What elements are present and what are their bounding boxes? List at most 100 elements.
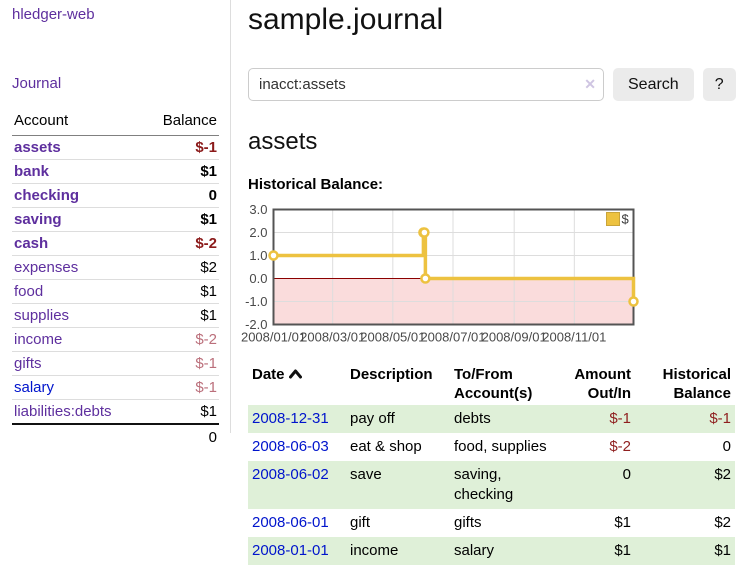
account-balance: $-1 <box>195 379 217 396</box>
transaction-balance: $2 <box>714 466 731 483</box>
transactions-rows: 2008-12-31 pay off debts $-1 $-1 2008-06-03 ea… <box>248 405 735 565</box>
account-row: bank $1 <box>12 159 219 184</box>
account-row: gifts $-1 <box>12 351 219 376</box>
transaction-date-link[interactable]: 2008-06-02 <box>252 466 329 483</box>
transaction-amount: $-1 <box>609 410 631 427</box>
transaction-date-link[interactable]: 2008-12-31 <box>252 410 329 427</box>
transaction-accounts: saving, checking <box>454 466 514 503</box>
search-input[interactable] <box>248 68 604 101</box>
account-link-saving[interactable]: saving <box>14 211 62 228</box>
accounts-column-header: To/From Account(s) <box>454 366 533 402</box>
account-link-income[interactable]: income <box>14 331 63 348</box>
transaction-balance: $2 <box>714 514 731 531</box>
x-tick-label: 2008/09/01 <box>482 330 547 345</box>
amount-column-header: Amount Out/In <box>574 366 631 402</box>
account-link-supplies[interactable]: supplies <box>14 307 70 324</box>
clear-search-icon[interactable]: ✕ <box>584 76 596 92</box>
transaction-description: gift <box>350 514 371 531</box>
account-link-bank[interactable]: bank <box>14 163 50 180</box>
account-link-cash[interactable]: cash <box>14 235 49 252</box>
description-column-header: Description <box>350 366 433 383</box>
transaction-amount: $1 <box>614 514 631 531</box>
transaction-accounts: gifts <box>454 514 482 531</box>
search-button[interactable]: Search <box>613 68 694 101</box>
account-balance: $-2 <box>195 331 217 348</box>
sort-ascending-icon <box>288 365 302 384</box>
y-tick-label: 3.0 <box>249 202 267 217</box>
account-row: food $1 <box>12 279 219 304</box>
sidebar-account-table: Account Balance assets $-1 bank $1 checking 0… <box>12 108 219 449</box>
transaction-row: 2008-06-02 save saving, checking 0 $2 <box>248 461 735 509</box>
account-total-row: 0 <box>12 423 219 449</box>
search-input-wrapper: ✕ <box>248 68 604 101</box>
transaction-amount: $-2 <box>609 438 631 455</box>
transaction-accounts: food, supplies <box>454 438 547 455</box>
account-link-assets[interactable]: assets <box>14 139 61 156</box>
transaction-date-link[interactable]: 2008-06-01 <box>252 514 329 531</box>
transaction-accounts: debts <box>454 410 491 427</box>
account-balance: $2 <box>200 259 217 276</box>
legend-swatch <box>606 212 620 226</box>
account-row: expenses $2 <box>12 255 219 280</box>
transaction-row: 2008-06-01 gift gifts $1 $2 <box>248 509 735 537</box>
y-tick-label: 0.0 <box>249 271 267 286</box>
balance-column-header-txn: Historical Balance <box>662 366 731 402</box>
data-point-marker <box>420 273 431 284</box>
historical-balance-label: Historical Balance: <box>248 176 384 193</box>
x-tick-label: 2008/01/01 <box>241 330 306 345</box>
transaction-balance: $-1 <box>709 410 731 427</box>
sidebar-item-journal[interactable]: Journal <box>12 75 62 92</box>
account-balance: $1 <box>200 307 217 324</box>
app-title-link[interactable]: hledger-web <box>12 6 95 23</box>
transaction-balance: $1 <box>714 542 731 559</box>
page-title: sample.journal <box>248 3 444 36</box>
account-link-salary[interactable]: salary <box>14 379 55 396</box>
account-row: checking 0 <box>12 183 219 208</box>
y-tick-label: 2.0 <box>249 225 267 240</box>
account-link-expenses[interactable]: expenses <box>14 259 79 276</box>
transaction-description: eat & shop <box>350 438 422 455</box>
sidebar: hledger-web Journal Account Balance asse… <box>12 6 219 449</box>
help-button[interactable]: ? <box>702 68 736 101</box>
x-tick-label: 2008/03/01 <box>300 330 365 345</box>
main-content: sample.journal ✕ Search ? assets Histori… <box>241 0 738 565</box>
account-balance: $1 <box>200 403 217 420</box>
transaction-amount: 0 <box>622 466 631 483</box>
y-tick-label: 1.0 <box>249 248 267 263</box>
transaction-row: 2008-01-01 income salary $1 $1 <box>248 537 735 565</box>
chart-svg: 3.0 2.0 1.0 0.0 -1.0 -2.02008/01/012008/03/01… <box>241 202 639 345</box>
y-tick-label: -1.0 <box>245 294 267 309</box>
transaction-description: save <box>350 466 382 483</box>
account-link-liabilities-debts[interactable]: liabilities:debts <box>14 403 112 420</box>
transaction-row: 2008-06-03 eat & shop food, supplies $-2 0 <box>248 433 735 461</box>
y-tick-label: -2.0 <box>245 317 267 332</box>
account-row: assets $-1 <box>12 136 219 160</box>
transaction-date-link[interactable]: 2008-06-03 <box>252 438 329 455</box>
account-link-gifts[interactable]: gifts <box>14 355 42 372</box>
date-column-header[interactable]: Date <box>248 363 346 405</box>
account-balance: $-1 <box>195 355 217 372</box>
transaction-date-link[interactable]: 2008-01-01 <box>252 542 329 559</box>
data-point-marker <box>419 227 430 238</box>
account-row: liabilities:debts $1 <box>12 399 219 425</box>
account-link-food[interactable]: food <box>14 283 44 300</box>
legend-label: $ <box>622 212 630 227</box>
account-rows: assets $-1 bank $1 checking 0 saving $1 cash $-2 e… <box>12 136 219 425</box>
date-header-label: Date <box>252 366 285 383</box>
account-row: cash $-2 <box>12 231 219 256</box>
account-heading: assets <box>248 128 318 155</box>
data-point-marker <box>628 296 639 307</box>
account-balance: $1 <box>200 211 217 228</box>
historical-balance-chart: 3.0 2.0 1.0 0.0 -1.0 -2.0 2008/01/01 2008/03/01… <box>241 201 725 353</box>
transactions-header-row: Date Description To/From Account(s) Amou… <box>248 363 735 405</box>
account-row: salary $-1 <box>12 375 219 400</box>
account-link-checking[interactable]: checking <box>14 187 80 204</box>
data-point-marker <box>268 250 279 261</box>
plot-border <box>272 208 635 326</box>
x-tick-label: 2008/07/01 <box>420 330 485 345</box>
transactions-table: Date Description To/From Account(s) Amou… <box>248 363 735 565</box>
transaction-description: income <box>350 542 399 559</box>
transaction-accounts: salary <box>454 542 495 559</box>
account-balance: $-2 <box>195 235 217 252</box>
transaction-amount: $1 <box>614 542 631 559</box>
